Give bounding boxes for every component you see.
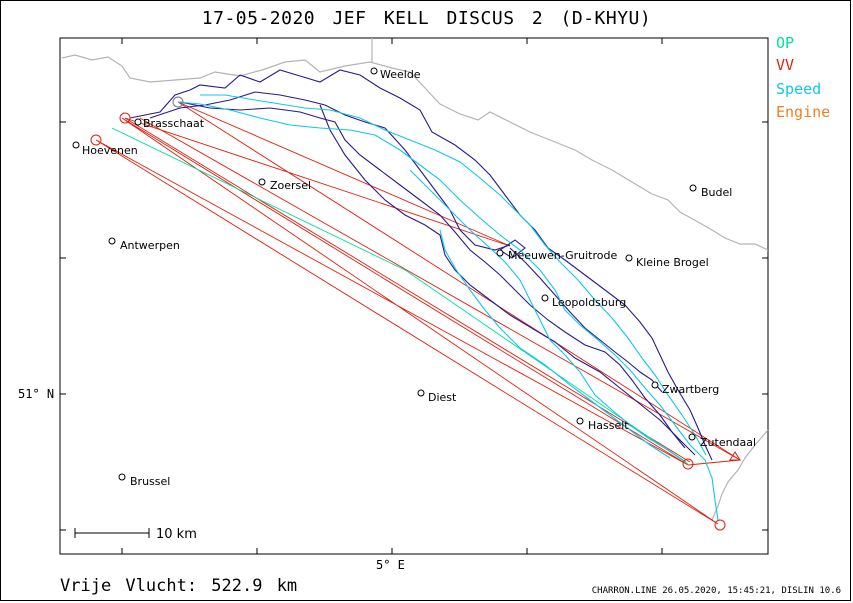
place-antwerpen: Antwerpen (120, 239, 180, 252)
legend-op: OP (776, 34, 795, 52)
turnpoints (90, 96, 741, 531)
place-weelde: Weelde (380, 68, 421, 81)
plot-border (59, 37, 769, 555)
map-title: 17-05-2020 JEF KELL DISCUS 2 (D-KHYU) (201, 8, 652, 29)
lon-label: 5° E (376, 558, 405, 572)
speed-track (177, 94, 719, 521)
scale-label: 10 km (156, 527, 197, 542)
op-line (111, 127, 689, 465)
place-zutendaal: Zutendaal (700, 436, 756, 449)
place-labels: Weelde Brasschaat Hoevenen Zoersel Budel… (82, 68, 756, 488)
country-border (61, 38, 769, 521)
task-lines (95, 101, 742, 525)
place-brasschaat: Brasschaat (143, 117, 205, 130)
place-zwartberg: Zwartberg (662, 383, 719, 396)
place-leopoldsburg: Leopoldsburg (552, 296, 626, 309)
place-hoevenen: Hoevenen (82, 144, 138, 157)
lat-label: 51° N (18, 387, 55, 401)
place-diest: Diest (428, 391, 457, 404)
legend-vv: VV (776, 56, 795, 74)
legend-engine: Engine (776, 103, 831, 121)
place-brussel: Brussel (130, 475, 170, 488)
place-meeuwen: Meeuwen-Gruitrode (508, 249, 617, 262)
place-markers (72, 67, 697, 481)
place-hasselt: Hasselt (588, 419, 629, 432)
flight-track (129, 69, 713, 461)
footer-info: CHARRON.LINE 26.05.2020, 15:45:21, DISLI… (591, 586, 841, 596)
distance-total: Vrije Vlucht: 522.9 km (60, 576, 298, 596)
axis-ticks (60, 38, 768, 554)
place-budel: Budel (701, 186, 732, 199)
legend-speed: Speed (776, 80, 822, 98)
place-zoersel: Zoersel (270, 179, 311, 192)
scale-bar (74, 528, 150, 538)
place-kleine-brogel: Kleine Brogel (636, 256, 709, 269)
